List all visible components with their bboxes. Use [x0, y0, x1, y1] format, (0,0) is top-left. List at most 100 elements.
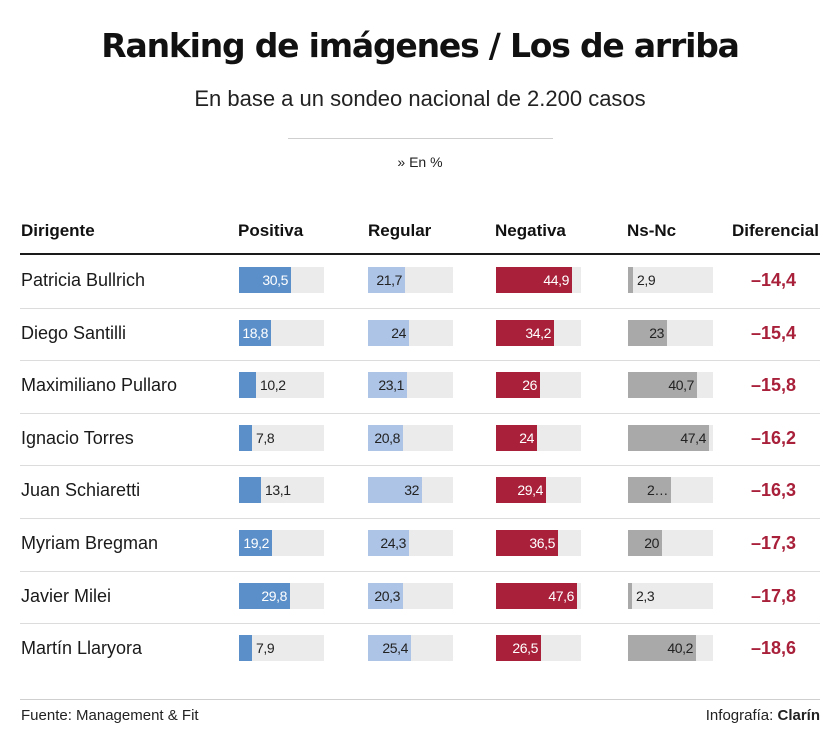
- value-label-nsnc: 20: [644, 535, 659, 551]
- value-label-regular: 21,7: [376, 272, 402, 288]
- chart-subtitle: En base a un sondeo nacional de 2.200 ca…: [194, 86, 646, 111]
- row-divider: [20, 623, 820, 624]
- bar-positiva: [239, 319, 271, 346]
- value-label-nsnc: 2,9: [637, 272, 656, 288]
- header-negativa: Negativa: [495, 221, 566, 240]
- value-label-nsnc: 2…: [647, 482, 668, 499]
- bar-track: 47,6: [496, 582, 581, 609]
- row-divider: [20, 518, 820, 519]
- diferencial-value: –14,4: [750, 270, 796, 290]
- bar-track: 44,9: [496, 267, 581, 293]
- dirigente-name: Ignacio Torres: [21, 427, 134, 448]
- bar-positiva: [239, 530, 272, 556]
- bar-track: 32: [368, 477, 453, 504]
- bar-track: 2,9: [628, 267, 713, 293]
- value-label-regular: 25,4: [382, 640, 408, 657]
- value-label-positiva: 19,2: [243, 535, 269, 551]
- bar-nsnc: [628, 582, 632, 609]
- dirigente-name: Javier Milei: [21, 585, 112, 606]
- bar-regular: [368, 582, 403, 609]
- bar-track: 18,8: [239, 319, 324, 346]
- bar-regular: [368, 477, 422, 504]
- bar-track: 13,1: [239, 477, 324, 504]
- bar-regular: [368, 319, 409, 346]
- bar-positiva: [239, 582, 290, 609]
- credit-prefix: Infografía:: [705, 707, 778, 724]
- bar-negativa: [496, 424, 537, 451]
- bar-track: 2…: [628, 477, 713, 504]
- bar-nsnc: [628, 319, 667, 346]
- bar-track: 36,5: [496, 530, 581, 556]
- bar-track: 23,1: [368, 372, 453, 399]
- value-label-negativa: 44,9: [543, 272, 569, 288]
- bar-positiva: [239, 267, 291, 293]
- bar-regular: [368, 267, 405, 293]
- bar-track: 7,8: [239, 424, 324, 451]
- bar-track: 29,4: [496, 477, 581, 504]
- value-label-negativa: 34,2: [525, 324, 551, 341]
- value-label-positiva: 30,5: [262, 272, 288, 288]
- diferencial-value: –15,4: [750, 322, 796, 343]
- value-label-positiva: 18,8: [242, 324, 268, 341]
- unit-note: » En %: [397, 154, 443, 170]
- value-label-nsnc: 40,7: [668, 377, 694, 394]
- header-nsnc: Ns-Nc: [627, 221, 677, 240]
- bar-positiva: [239, 635, 252, 662]
- credit-brand: Clarín: [777, 707, 820, 724]
- bar-track: 47,4: [628, 424, 713, 451]
- bar-nsnc: [628, 372, 697, 399]
- header-rule: [20, 253, 820, 255]
- value-label-positiva: 29,8: [261, 587, 287, 604]
- bar-positiva: [239, 372, 256, 399]
- row-divider: [20, 360, 820, 361]
- bar-track: 26,5: [496, 635, 581, 662]
- value-label-regular: 20,3: [374, 587, 400, 604]
- bar-track: 23: [628, 319, 713, 346]
- bar-track: 20: [628, 530, 713, 556]
- dirigente-name: Martín Llaryora: [21, 638, 143, 659]
- dirigente-name: Diego Santilli: [21, 322, 127, 343]
- header-dirigente: Dirigente: [21, 221, 95, 240]
- value-label-positiva: 7,8: [256, 429, 275, 446]
- dirigente-name: Myriam Bregman: [21, 533, 159, 553]
- header-regular: Regular: [368, 221, 432, 240]
- bar-track: 2,3: [628, 582, 713, 609]
- diferencial-value: –17,8: [750, 585, 796, 606]
- row-divider: [20, 308, 820, 309]
- value-label-negativa: 24: [519, 429, 534, 446]
- value-label-negativa: 26,5: [512, 640, 538, 657]
- value-label-regular: 24: [391, 324, 406, 341]
- bar-negativa: [496, 530, 558, 556]
- bar-positiva: [239, 477, 261, 504]
- bar-negativa: [496, 635, 541, 662]
- dirigente-name: Patricia Bullrich: [21, 270, 146, 290]
- footer-divider: [20, 699, 820, 700]
- value-label-positiva: 10,2: [260, 377, 286, 394]
- bar-negativa: [496, 267, 572, 293]
- bar-regular: [368, 530, 409, 556]
- header-diferencial: Diferencial: [732, 221, 819, 240]
- bar-track: 24: [368, 319, 453, 346]
- bar-positiva: [239, 424, 252, 451]
- value-label-regular: 23,1: [378, 377, 404, 394]
- bar-negativa: [496, 319, 554, 346]
- bar-track: 24,3: [368, 530, 453, 556]
- bar-nsnc: [628, 530, 662, 556]
- value-label-nsnc: 40,2: [667, 640, 693, 657]
- title-divider: [288, 138, 553, 139]
- header-positiva: Positiva: [238, 221, 304, 240]
- bar-track: 19,2: [239, 530, 324, 556]
- bar-track: 26: [496, 372, 581, 399]
- diferencial-value: –16,2: [750, 427, 796, 448]
- value-label-regular: 32: [404, 482, 419, 499]
- value-label-regular: 20,8: [374, 429, 400, 446]
- bar-track: 21,7: [368, 267, 453, 293]
- row-divider: [20, 465, 820, 466]
- bar-track: 40,7: [628, 372, 713, 399]
- value-label-positiva: 7,9: [256, 640, 275, 657]
- bar-regular: [368, 424, 403, 451]
- bar-negativa: [496, 477, 546, 504]
- bar-track: 29,8: [239, 582, 324, 609]
- bar-track: 34,2: [496, 319, 581, 346]
- bar-regular: [368, 372, 407, 399]
